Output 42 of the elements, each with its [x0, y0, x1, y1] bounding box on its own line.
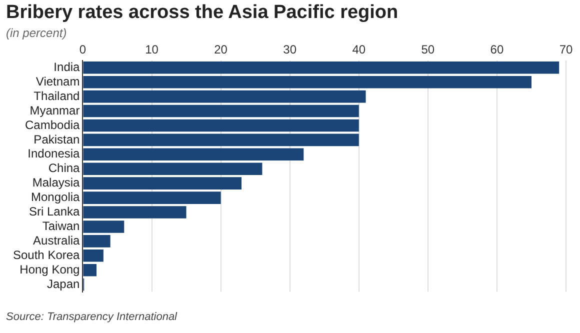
y-tick-label: Vietnam	[36, 74, 80, 88]
bar	[83, 264, 97, 276]
bar	[83, 148, 304, 161]
y-tick-label: Japan	[47, 276, 80, 291]
y-tick-label: Cambodia	[25, 118, 80, 132]
x-tick-label: 0	[79, 42, 86, 57]
x-tick-label: 70	[559, 42, 573, 57]
y-tick-label: Sri Lanka	[29, 204, 80, 219]
y-tick-label: South Korea	[12, 248, 80, 262]
y-tick-label: Myanmar	[30, 103, 80, 118]
bar	[83, 206, 186, 218]
x-tick-label: 50	[421, 42, 435, 57]
x-tick-label: 40	[352, 42, 366, 57]
y-tick-label: Thailand	[34, 88, 80, 103]
y-tick-label: Mongolia	[31, 190, 80, 204]
y-tick-label: Hong Kong	[20, 262, 80, 276]
bar	[83, 76, 532, 88]
x-tick-label: 20	[214, 42, 228, 57]
bar	[83, 192, 221, 204]
y-tick-label: Pakistan	[34, 132, 80, 146]
bar	[83, 177, 242, 190]
y-tick-label: Taiwan	[42, 219, 80, 234]
y-tick-label: China	[48, 161, 80, 176]
x-tick-label: 30	[283, 42, 297, 57]
x-tick-label: 60	[490, 42, 504, 57]
y-tick-label: India	[54, 60, 80, 74]
bar	[83, 104, 359, 118]
bar	[83, 235, 110, 248]
y-tick-label: Australia	[33, 233, 80, 248]
bar	[83, 119, 359, 132]
bar	[83, 134, 359, 146]
chart-subtitle: (in percent)	[6, 26, 67, 40]
bar	[83, 249, 104, 262]
bar	[83, 90, 366, 103]
bar	[83, 220, 124, 233]
bar	[83, 162, 262, 176]
y-tick-label: Indonesia	[28, 146, 80, 161]
x-tick-label: 10	[145, 42, 159, 57]
chart-title: Bribery rates across the Asia Pacific region	[6, 2, 398, 24]
source-note: Source: Transparency International	[6, 311, 177, 323]
y-tick-label: Malaysia	[32, 176, 80, 190]
bar	[83, 61, 560, 74]
